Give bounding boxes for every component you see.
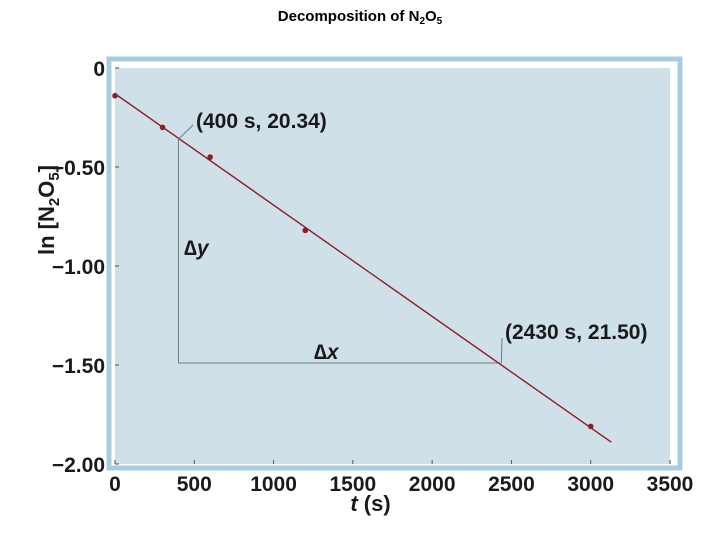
x-tick-label: 3000 xyxy=(567,473,614,496)
fit-line xyxy=(114,93,612,443)
data-point xyxy=(587,423,594,430)
y-tick-label: −0.50 xyxy=(52,157,105,180)
title-mid: O xyxy=(425,8,437,25)
data-point xyxy=(112,92,118,99)
delta-x-symbol: ∆ xyxy=(314,341,327,364)
fit-line-group xyxy=(114,93,612,443)
data-point xyxy=(302,227,309,234)
data-points xyxy=(112,92,594,430)
title-main: Decomposition of N xyxy=(277,8,420,25)
point2-leader-line xyxy=(500,337,503,364)
point1-leader-line xyxy=(178,124,194,140)
delta-x-label: ∆x xyxy=(314,341,340,364)
x-tick-label: 1000 xyxy=(250,473,297,496)
data-point xyxy=(207,154,213,160)
y-tick-label: −2.00 xyxy=(52,454,105,477)
delta-y-symbol: ∆ xyxy=(184,237,197,260)
y-axis-title-sub-5: 5 xyxy=(46,172,63,180)
x-tick-label: 2000 xyxy=(409,473,456,496)
x-tick-label: 1500 xyxy=(329,473,376,496)
x-axis-title-var: t xyxy=(350,491,359,516)
delta-y-label: ∆y xyxy=(184,237,210,260)
x-tick-label: 2500 xyxy=(488,473,535,496)
y-tick-label: 0 xyxy=(93,58,105,81)
x-axis-title-unit: (s) xyxy=(358,491,391,516)
y-tick-label: −1.50 xyxy=(52,355,105,378)
point1-label: (400 s, 20.34) xyxy=(196,110,327,133)
x-axis-ticks: 0 500 1000 1500 2000 2500 3000 3500 xyxy=(109,460,693,496)
plot-frame xyxy=(106,56,683,471)
plot-background xyxy=(115,68,670,464)
title-sub-2: 2 xyxy=(419,16,425,27)
x-axis-title: t (s) xyxy=(350,491,390,516)
slope-guides xyxy=(177,139,501,364)
chart-title: Decomposition of N2O5 xyxy=(0,8,720,27)
delta-x-var: x xyxy=(326,341,340,364)
point2-label: (2430 s, 21.50) xyxy=(505,321,647,344)
data-point xyxy=(159,124,166,131)
y-axis-title-suffix: ] xyxy=(34,165,59,172)
title-sub-5: 5 xyxy=(436,16,443,27)
delta-y-var: y xyxy=(196,237,210,260)
x-tick-label: 0 xyxy=(109,473,121,496)
y-axis-title-prefix: ln [N xyxy=(34,206,59,255)
x-tick-label: 500 xyxy=(177,473,212,496)
y-axis-ticks: 0 −0.50 −1.00 −1.50 −2.00 xyxy=(52,58,119,477)
annotations: (400 s, 20.34) (2430 s, 21.50) ∆y ∆x xyxy=(178,110,647,364)
x-tick-label: 3500 xyxy=(647,473,694,496)
y-tick-label: −1.00 xyxy=(52,256,105,279)
y-axis-title-mid: O xyxy=(34,181,59,198)
y-axis-title: ln [N2O5] xyxy=(34,165,63,255)
y-axis-title-sub-2: 2 xyxy=(46,198,63,206)
